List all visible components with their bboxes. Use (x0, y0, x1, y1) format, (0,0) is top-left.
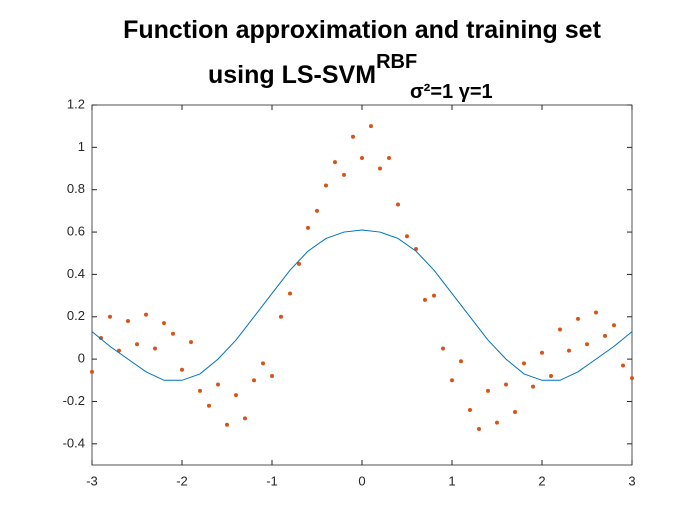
x-tick-label: -3 (86, 473, 98, 488)
chart-title: Function approximation and training set (123, 16, 601, 44)
fit-line (91, 229, 633, 381)
data-point (252, 378, 256, 383)
data-point (441, 346, 445, 351)
data-point (423, 297, 427, 302)
data-point (504, 382, 508, 387)
data-point (405, 234, 409, 239)
data-point (513, 410, 517, 415)
data-point (540, 350, 544, 355)
title-subscript: σ²=1 γ=1 (410, 81, 493, 103)
data-point (288, 291, 292, 296)
title-main: using LS-SVM (208, 61, 376, 89)
data-point (603, 333, 607, 338)
data-point (153, 346, 157, 351)
data-point (108, 314, 112, 319)
data-point (594, 310, 598, 315)
data-point (180, 367, 184, 372)
data-point (522, 361, 526, 366)
y-tick-label: 0.6 (67, 223, 85, 238)
data-point (261, 361, 265, 366)
data-point (432, 293, 436, 298)
x-tick-label: -2 (176, 473, 188, 488)
data-point (576, 316, 580, 321)
data-point (468, 407, 472, 412)
x-tick-label: 2 (538, 473, 545, 488)
data-point (567, 348, 571, 353)
data-point (369, 124, 373, 129)
data-point (486, 388, 490, 393)
y-tick-label: 1.2 (67, 96, 85, 111)
data-point (189, 340, 193, 345)
data-point (378, 166, 382, 171)
y-tick-label: 0.2 (67, 308, 85, 323)
x-tick-label: -1 (266, 473, 278, 488)
data-point (234, 393, 238, 398)
data-point (459, 359, 463, 364)
data-point (630, 376, 634, 381)
x-tick-label: 3 (628, 473, 635, 488)
data-point (612, 323, 616, 328)
data-point (333, 160, 337, 165)
data-point (126, 319, 130, 323)
y-tick-label: 1 (78, 139, 85, 154)
chart-title-line2: using LS-SVMRBF (208, 51, 417, 89)
y-tick-label: 0.4 (67, 266, 85, 281)
data-point (360, 155, 364, 160)
data-point (171, 331, 175, 336)
data-point (99, 335, 103, 340)
data-point (342, 172, 346, 177)
data-point (162, 321, 166, 326)
data-point (225, 422, 229, 427)
data-point (387, 155, 391, 160)
data-point (144, 312, 148, 317)
data-point (495, 420, 499, 425)
data-point (279, 314, 283, 319)
data-point (243, 416, 247, 421)
y-tick-label: 0.8 (67, 181, 85, 196)
data-point (207, 403, 211, 408)
data-point (549, 374, 553, 379)
title-superscript: RBF (376, 51, 417, 73)
data-point (324, 183, 328, 188)
data-point (396, 202, 400, 207)
data-point (621, 363, 625, 368)
x-tick-label: 0 (358, 473, 365, 488)
data-point (450, 378, 454, 383)
data-point (558, 327, 562, 332)
data-point (315, 208, 319, 213)
x-tick-label: 1 (448, 473, 455, 488)
data-point (216, 382, 220, 387)
data-point (297, 261, 301, 266)
data-point (270, 374, 274, 379)
data-point (306, 225, 310, 230)
data-point (477, 427, 481, 431)
y-tick-label: -0.4 (63, 435, 85, 450)
y-tick-label: -0.2 (63, 393, 85, 408)
data-point (351, 134, 355, 139)
data-point (198, 388, 202, 393)
data-point (585, 342, 589, 347)
data-point (531, 384, 535, 389)
data-point (135, 342, 139, 347)
data-point (90, 369, 94, 374)
y-tick-label: 0 (78, 351, 85, 366)
